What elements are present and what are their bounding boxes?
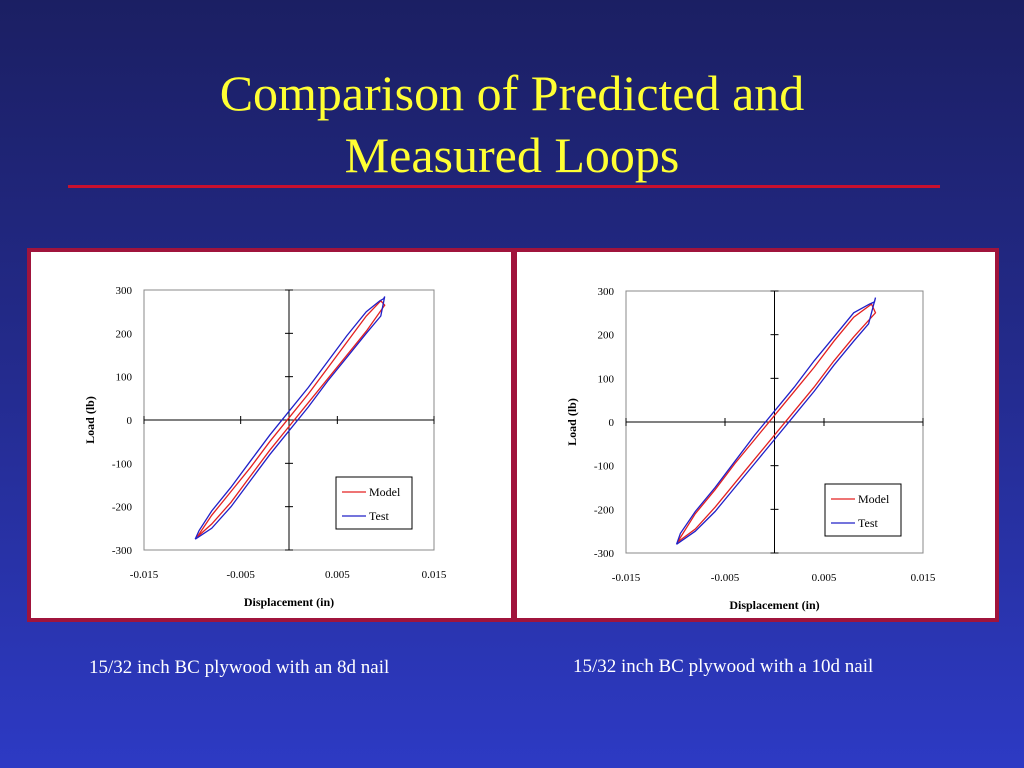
y-tick-label: -300 bbox=[594, 548, 615, 560]
hysteresis-chart-10d: 300 200 100 0 -100 -200 -300 -0.015 -0.005 0.005 0… bbox=[565, 286, 936, 612]
x-tick-label: 0.015 bbox=[422, 569, 447, 581]
y-tick-label: 0 bbox=[127, 415, 133, 427]
x-axis-title: Displacement (in) bbox=[244, 595, 334, 609]
y-tick-label: -100 bbox=[112, 458, 133, 470]
title-line-2: Measured Loops bbox=[344, 127, 680, 183]
legend-box bbox=[335, 476, 413, 530]
title-underline bbox=[68, 185, 940, 188]
series-line-test bbox=[675, 297, 877, 545]
x-tick-label: -0.005 bbox=[226, 569, 255, 581]
y-tick-label: 100 bbox=[116, 372, 133, 384]
legend-box bbox=[824, 483, 902, 537]
y-tick-label: -100 bbox=[594, 461, 615, 473]
y-axis-title: Load (lb) bbox=[83, 396, 97, 444]
y-tick-label: 200 bbox=[116, 328, 133, 340]
legend-label-model: Model bbox=[858, 492, 890, 506]
y-tick-label: -200 bbox=[112, 502, 133, 514]
x-axis-title: Displacement (in) bbox=[729, 598, 819, 612]
legend-label-model: Model bbox=[369, 485, 401, 499]
y-tick-label: 300 bbox=[598, 286, 615, 298]
title-line-1: Comparison of Predicted and bbox=[219, 65, 805, 121]
y-tick-label: 100 bbox=[598, 373, 615, 385]
x-tick-label: -0.005 bbox=[711, 572, 740, 584]
x-tick-label: 0.015 bbox=[911, 572, 936, 584]
caption-right: 15/32 inch BC plywood with a 10d nail bbox=[573, 656, 874, 677]
hysteresis-chart-8d: 300 200 100 0 -100 -200 -300 -0.015 -0.005 0.005 0… bbox=[83, 285, 447, 609]
caption-left: 15/32 inch BC plywood with an 8d nail bbox=[89, 657, 390, 678]
x-tick-label: -0.015 bbox=[612, 572, 641, 584]
legend-label-test: Test bbox=[858, 516, 878, 530]
y-axis-title: Load (lb) bbox=[565, 398, 579, 446]
chart-panel-right: 300 200 100 0 -100 -200 -300 -0.015 -0.005 0.005 0… bbox=[513, 248, 999, 622]
slide-title: Comparison of Predicted and Measured Loo… bbox=[0, 62, 1024, 186]
x-tick-label: -0.015 bbox=[130, 569, 159, 581]
y-tick-label: 0 bbox=[609, 417, 615, 429]
series-line-model bbox=[676, 303, 877, 543]
x-tick-label: 0.005 bbox=[325, 569, 350, 581]
chart-panel-left: 300 200 100 0 -100 -200 -300 -0.015 -0.005 0.005 0… bbox=[27, 248, 515, 622]
x-tick-label: 0.005 bbox=[812, 572, 837, 584]
y-tick-label: 300 bbox=[116, 285, 133, 297]
series-line-test bbox=[194, 296, 386, 540]
y-tick-label: 200 bbox=[598, 330, 615, 342]
y-tick-label: -200 bbox=[594, 504, 615, 516]
y-tick-label: -300 bbox=[112, 545, 133, 557]
legend-label-test: Test bbox=[369, 509, 389, 523]
